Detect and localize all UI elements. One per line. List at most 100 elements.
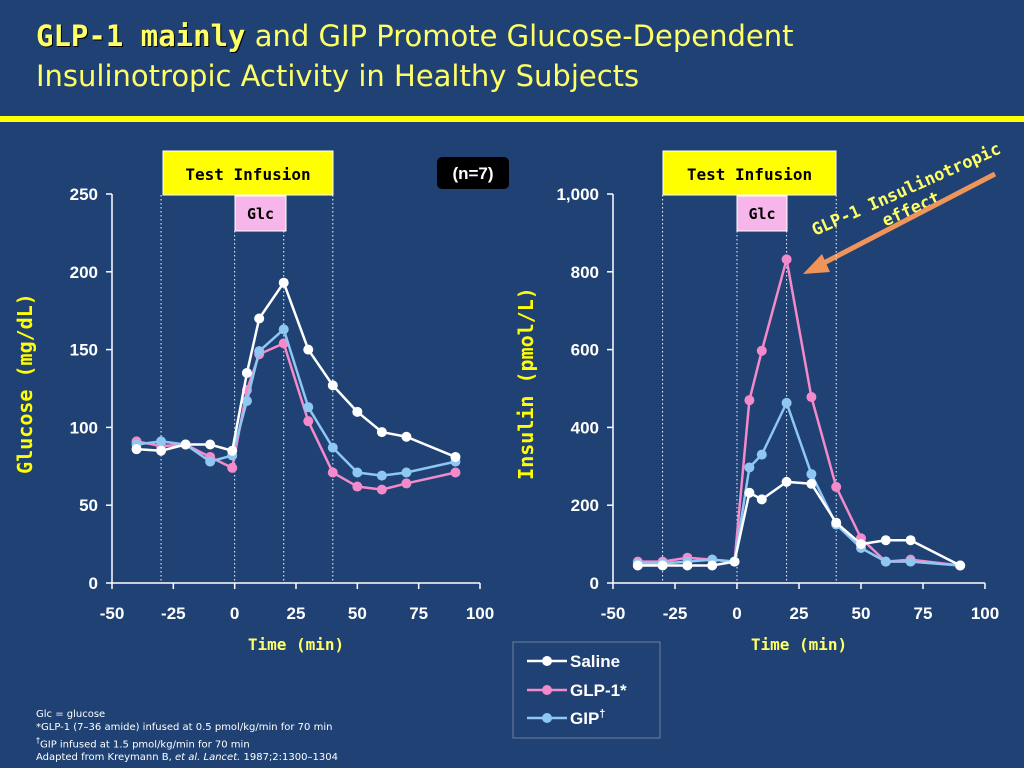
glucose-gip-point: [156, 436, 167, 447]
insulin-saline-point: [781, 476, 792, 487]
title-divider: [0, 116, 1024, 122]
insulin-saline-point: [831, 517, 842, 528]
footnote-gip-text: GIP infused at 1.5 pmol/kg/min for 70 mi…: [40, 739, 250, 751]
glucose-glp1-point: [376, 484, 387, 495]
footnote-ref-pre: Adapted from Kreymann B,: [36, 752, 175, 764]
glucose-glp1-point: [401, 478, 412, 489]
glucose-x-tick-label: 0: [230, 604, 239, 623]
insulin-x-tick-label: 75: [914, 604, 933, 623]
glucose-x-tick-label: -50: [100, 604, 125, 623]
glucose-glp1-point: [227, 462, 238, 473]
glucose-y-tick-label: 250: [70, 185, 98, 204]
insulin-gip-point: [806, 469, 817, 480]
insulin-saline-point: [905, 535, 916, 546]
insulin-saline-point: [806, 478, 817, 489]
insulin-y-tick-label: 1,000: [556, 185, 599, 204]
insulin-y-tick-label: 400: [571, 418, 599, 437]
glucose-y-tick-label: 50: [79, 496, 98, 515]
legend-gip-text: GIP: [570, 709, 599, 728]
insulin-saline-point: [955, 560, 966, 571]
footnote-ref-post: 1987;2:1300–1304: [240, 752, 338, 764]
glucose-x-tick-label: 75: [409, 604, 428, 623]
insulin-saline-point: [744, 487, 755, 498]
insulin-glp1-point: [831, 481, 842, 492]
insulin-chart: Test Infusion Glc 0 200 400 600 800 1,000 -50 -25…: [514, 150, 999, 654]
footnotes: Glc = glucose *GLP-1 (7–36 amide) infuse…: [36, 708, 456, 764]
insulin-glc-label: Glc: [748, 205, 775, 223]
insulin-glp1-point: [744, 395, 755, 406]
n-label: (n=7): [452, 164, 493, 183]
title-highlight: GLP-1 mainly: [36, 19, 246, 53]
legend-gip: GIP†: [527, 708, 605, 728]
glucose-saline-point: [205, 439, 216, 450]
insulin-x-tick-label: 50: [852, 604, 871, 623]
glucose-gip-point: [401, 467, 412, 478]
glucose-glp1-point: [352, 481, 363, 492]
glucose-saline-point: [352, 406, 363, 417]
insulin-saline-point: [707, 560, 718, 571]
title-rest: and GIP Promote Glucose-Dependent Insuli…: [36, 19, 794, 93]
insulin-glp1-point: [806, 392, 817, 403]
footnote-glp1: *GLP-1 (7–36 amide) infused at 0.5 pmol/…: [36, 722, 333, 733]
glucose-x-axis-title: Time (min): [248, 635, 344, 654]
footnote-glc: Glc = glucose: [36, 709, 106, 720]
legend-saline: Saline: [527, 652, 620, 671]
insulin-x-tick-label: -50: [601, 604, 626, 623]
glucose-x-tick-label: 25: [287, 604, 306, 623]
glucose-glp1-point: [327, 467, 338, 478]
glucose-saline-point: [254, 313, 265, 324]
insulin-y-axis-title: Insulin (pmol/L): [514, 287, 538, 480]
footnote-ref-etal: et al. Lancet.: [175, 752, 241, 764]
footnote-gip: †GIP infused at 1.5 pmol/kg/min for 70 m…: [36, 734, 456, 751]
insulin-gip-point: [905, 556, 916, 567]
glucose-gip-point: [352, 467, 363, 478]
glucose-saline-point: [227, 445, 238, 456]
legend: Saline GLP-1* GIP†: [512, 641, 661, 739]
glucose-y-tick-label: 100: [70, 418, 98, 437]
insulin-y-tick-label: 0: [590, 574, 599, 593]
insulin-saline-point: [756, 494, 767, 505]
legend-saline-label: Saline: [570, 652, 620, 671]
glucose-saline-point: [278, 277, 289, 288]
insulin-x-axis-title: Time (min): [751, 635, 847, 654]
n-label-box: (n=7): [437, 157, 509, 189]
glucose-y-tick-label: 200: [70, 263, 98, 282]
glucose-gip-point: [303, 402, 314, 413]
annotation-line1: GLP-1 Insulinotropic: [809, 139, 1004, 241]
insulin-x-tick-label: 25: [790, 604, 809, 623]
insulin-gip-point: [880, 556, 891, 567]
glucose-glp1-point: [303, 416, 314, 427]
insulin-saline-point: [729, 556, 740, 567]
legend-glp1-label: GLP-1*: [570, 681, 627, 700]
glucose-y-tick-label: 150: [70, 341, 98, 360]
glucose-saline-point: [131, 444, 142, 455]
glucose-glc-box: [234, 195, 287, 232]
insulinotropic-annotation: GLP-1 Insulinotropic effect: [809, 139, 1004, 241]
insulin-saline-point: [632, 560, 643, 571]
glucose-saline-point: [241, 367, 252, 378]
glucose-glc-label: Glc: [247, 205, 274, 223]
insulin-y-tick-label: 600: [571, 341, 599, 360]
glucose-saline-point: [376, 427, 387, 438]
insulin-saline-point: [856, 539, 866, 550]
glucose-gip-point: [205, 456, 216, 467]
glucose-y-tick-label: 0: [89, 574, 98, 593]
insulin-test-infusion-label: Test Infusion: [687, 165, 812, 184]
insulin-x-tick-label: 100: [971, 604, 999, 623]
glucose-chart: Test Infusion Glc 0 50 100 150 200 250 -50 -25 0 25…: [13, 150, 494, 654]
insulin-saline-point: [657, 560, 668, 571]
legend-gip-dagger: †: [599, 708, 605, 720]
insulin-gip-point: [756, 449, 767, 460]
insulin-gip-point: [781, 397, 792, 408]
glucose-test-infusion-box: [162, 150, 334, 196]
glucose-test-infusion-label: Test Infusion: [185, 165, 310, 184]
glucose-x-tick-label: 100: [466, 604, 494, 623]
insulin-glc-box: [736, 195, 788, 232]
glucose-gip-point: [254, 346, 265, 357]
insulin-glp1-point: [781, 254, 792, 265]
glucose-y-axis-title: Glucose (mg/dL): [13, 293, 37, 474]
glucose-saline-point: [303, 344, 314, 355]
glucose-saline-point: [401, 431, 412, 442]
glucose-gip-point: [278, 324, 289, 335]
glucose-saline-point: [180, 439, 191, 450]
